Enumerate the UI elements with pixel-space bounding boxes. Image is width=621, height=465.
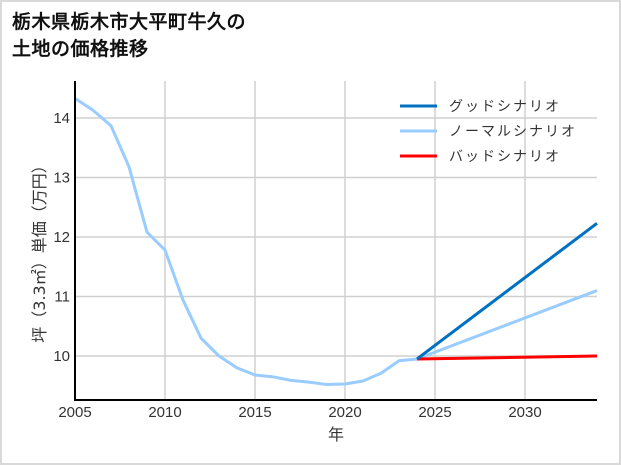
axes: [74, 81, 597, 401]
x-tick-label: 2005: [58, 404, 91, 421]
legend-label: バッドシナリオ: [449, 149, 561, 165]
legend-label: グッドシナリオ: [449, 99, 561, 115]
y-tick-label: 13: [53, 170, 70, 187]
y-axis-title: 坪（3.3㎡）単価（万円）: [30, 157, 49, 342]
x-tick-label: 2030: [508, 404, 541, 421]
y-tick-label: 11: [54, 289, 70, 306]
y-tick-label: 12: [53, 229, 70, 246]
y-tick-label: 10: [53, 348, 70, 365]
chart-title: 栃木県栃木市大平町牛久の 土地の価格推移: [12, 11, 247, 60]
x-tick-label: 2020: [328, 404, 361, 421]
x-axis-title: 年: [328, 425, 344, 444]
y-tick-label: 14: [53, 110, 70, 127]
series-line: [416, 222, 598, 361]
data-series: [74, 97, 598, 387]
tick-labels: 2005 2010 2015 2020 2025 2030 10 11 12 13 14: [53, 110, 541, 421]
legend-label: ノーマルシナリオ: [449, 124, 577, 140]
series-line: [416, 354, 598, 361]
x-tick-label: 2015: [238, 404, 271, 421]
x-tick-label: 2010: [148, 404, 181, 421]
series-line: [416, 289, 598, 361]
x-tick-label: 2025: [418, 404, 451, 421]
series-line: [74, 97, 418, 387]
